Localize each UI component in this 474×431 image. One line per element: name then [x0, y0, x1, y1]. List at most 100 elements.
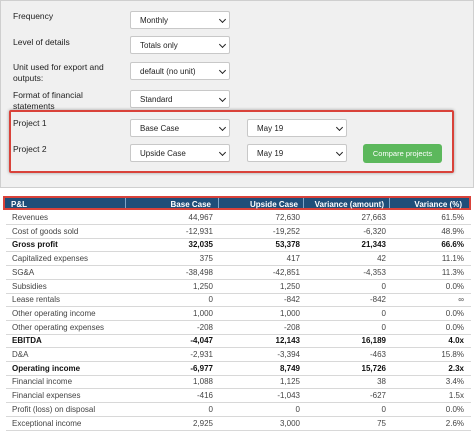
project-compare-highlight [9, 110, 454, 173]
row-label: D&A [12, 350, 29, 359]
variance-pct-value: 0.0% [445, 322, 464, 332]
table-row: Other operating expenses -208 -208 0 0.0% [6, 321, 471, 335]
variance-pct-value: 0.0% [445, 404, 464, 414]
base-case-value: -6,977 [190, 363, 213, 373]
variance-pct-value: ∞ [458, 295, 464, 305]
table-row: Subsidies 1,250 1,250 0 0.0% [6, 280, 471, 294]
variance-pct-value: 48.9% [441, 226, 464, 236]
table-row: Profit (loss) on disposal 0 0 0 0.0% [6, 403, 471, 417]
upside-case-value: 1,000 [279, 308, 300, 318]
base-case-value: -12,931 [185, 226, 213, 236]
project2-period-select[interactable]: May 19 [247, 144, 347, 162]
unit-select[interactable]: default (no unit) [130, 62, 230, 80]
chevron-down-icon [335, 123, 344, 132]
level-of-details-select[interactable]: Totals only [130, 36, 230, 54]
header-divider [125, 198, 126, 208]
upside-case-value: 3,000 [279, 418, 300, 428]
project1-period-select[interactable]: May 19 [247, 119, 347, 137]
row-label: Exceptional income [12, 418, 82, 428]
header-upside-case: Upside Case [249, 200, 298, 209]
chevron-down-icon [218, 66, 227, 75]
table-row: Operating income -6,977 8,749 15,726 2.3x [6, 362, 471, 376]
variance-amount-value: -627 [369, 391, 386, 401]
frequency-label: Frequency [13, 11, 54, 21]
variance-amount-value: 75 [377, 418, 386, 428]
table-row: D&A -2,931 -3,394 -463 15.8% [6, 348, 471, 362]
table-row: Capitalized expenses 375 417 42 11.1% [6, 252, 471, 267]
row-label: EBITDA [12, 336, 42, 346]
header-base-case: Base Case [170, 200, 211, 209]
table-row: SG&A -38,498 -42,851 -4,353 11.3% [6, 266, 471, 280]
project1-label: Project 1 [13, 118, 47, 128]
header-variance-amount: Variance (amount) [314, 200, 384, 209]
variance-pct-value: 61.5% [441, 213, 464, 222]
upside-case-value: -42,851 [272, 267, 300, 277]
base-case-value: 2,925 [192, 418, 213, 428]
header-variance-pct: Variance (%) [414, 200, 462, 209]
project1-scenario-select[interactable]: Base Case [130, 119, 230, 137]
row-label: Profit (loss) on disposal [12, 404, 96, 414]
chevron-down-icon [218, 123, 227, 132]
base-case-value: -416 [196, 391, 213, 401]
variance-amount-value: 15,726 [361, 363, 386, 373]
project2-scenario-select[interactable]: Upside Case [130, 144, 230, 162]
format-label: Format of financial statements [13, 90, 83, 111]
upside-case-value: 72,630 [275, 213, 300, 222]
table-row: Lease rentals 0 -842 -842 ∞ [6, 293, 471, 308]
row-label: Cost of goods sold [12, 226, 79, 236]
variance-amount-value: -6,320 [363, 226, 386, 236]
base-case-value: -4,047 [190, 336, 213, 346]
chevron-down-icon [218, 94, 227, 103]
variance-pct-value: 3.4% [445, 377, 464, 387]
row-label: Revenues [12, 213, 49, 222]
variance-pct-value: 11.3% [441, 267, 464, 277]
variance-pct-value: 66.6% [441, 240, 464, 250]
chevron-down-icon [335, 148, 344, 157]
variance-pct-value: 0.0% [445, 281, 464, 291]
variance-amount-value: 0 [381, 404, 386, 414]
upside-case-value: -842 [283, 295, 300, 305]
base-case-value: 1,000 [192, 308, 213, 318]
row-label: Operating income [12, 363, 81, 373]
project2-period-value: May 19 [257, 149, 284, 158]
row-label: Financial expenses [12, 391, 81, 401]
table-row: Financial income 1,088 1,125 38 3.4% [6, 375, 471, 390]
base-case-value: 375 [199, 254, 213, 264]
upside-case-value: 53,378 [275, 240, 300, 250]
row-label: Other operating expenses [12, 322, 105, 332]
upside-case-value: 12,143 [275, 336, 300, 346]
base-case-value: 0 [208, 295, 213, 305]
format-select[interactable]: Standard [130, 90, 230, 108]
chevron-down-icon [218, 15, 227, 24]
row-label: Financial income [12, 377, 73, 387]
level-of-details-label: Level of details [13, 37, 70, 47]
chevron-down-icon [218, 148, 227, 157]
upside-case-value: -3,394 [277, 350, 300, 359]
row-label: Gross profit [12, 240, 58, 250]
upside-case-value: 8,749 [279, 363, 300, 373]
frequency-select[interactable]: Monthly [130, 11, 230, 29]
pl-table-header: P&L Base Case Upside Case Variance (amou… [3, 196, 471, 210]
variance-amount-value: 42 [377, 254, 386, 264]
variance-pct-value: 4.0x [448, 336, 464, 346]
base-case-value: 1,088 [192, 377, 213, 387]
base-case-value: 32,035 [188, 240, 213, 250]
variance-amount-value: -4,353 [363, 267, 386, 277]
upside-case-value: 1,125 [279, 377, 300, 387]
project2-scenario-value: Upside Case [140, 149, 186, 158]
variance-amount-value: 16,189 [361, 336, 386, 346]
header-divider [303, 198, 304, 208]
format-value: Standard [140, 95, 173, 104]
compare-projects-button[interactable]: Compare projects [363, 144, 442, 163]
variance-amount-value: -842 [369, 295, 386, 305]
upside-case-value: -208 [283, 322, 300, 332]
table-row: Cost of goods sold -12,931 -19,252 -6,320 48… [6, 225, 471, 239]
variance-pct-value: 11.1% [441, 254, 464, 264]
table-row: Financial expenses -416 -1,043 -627 1.5x [6, 389, 471, 404]
base-case-value: 1,250 [192, 281, 213, 291]
upside-case-value: 417 [286, 254, 300, 264]
variance-amount-value: 0 [381, 308, 386, 318]
base-case-value: 44,967 [188, 213, 213, 222]
row-label: Subsidies [12, 281, 47, 291]
variance-amount-value: 27,663 [361, 213, 386, 222]
